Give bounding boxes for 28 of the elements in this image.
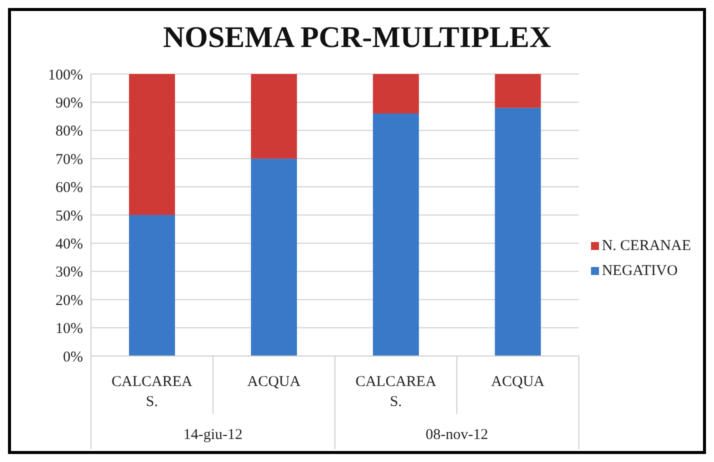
y-tick-label: 10%	[56, 321, 83, 338]
text: 08-nov-12	[426, 427, 488, 443]
text: 14-giu-12	[183, 427, 243, 443]
x-tick-label: ACQUA	[247, 374, 301, 390]
bar	[494, 74, 541, 108]
chart-title: NOSEMA PCR-MULTIPLEX	[162, 20, 552, 56]
bar	[494, 108, 541, 356]
x-tick-label: CALCAREA S.	[355, 374, 436, 410]
y-tick-label: 50%	[56, 208, 83, 224]
legend-label: N. CERANAE	[602, 238, 691, 254]
y-tick-label: 90%	[56, 96, 83, 112]
y-tick-label: 20%	[56, 292, 83, 309]
y-tick-label: 30%	[56, 264, 83, 281]
y-tick-label: 60%	[56, 180, 83, 196]
bar	[250, 158, 297, 356]
bar	[250, 74, 297, 159]
y-tick-label: 80%	[56, 124, 83, 140]
y-tick-label: 70%	[56, 152, 83, 168]
x-tick-label: ACQUA	[491, 374, 545, 390]
bar	[372, 74, 419, 114]
bar	[129, 215, 175, 356]
legend-label: NEGATIVO	[602, 262, 678, 280]
y-tick-label: 100%	[48, 67, 83, 84]
bar	[372, 113, 419, 356]
y-tick-label: 0%	[63, 349, 83, 366]
y-tick-label: 40%	[56, 236, 83, 253]
x-tick-label: CALCAREA S.	[112, 374, 193, 410]
bar	[129, 74, 175, 215]
